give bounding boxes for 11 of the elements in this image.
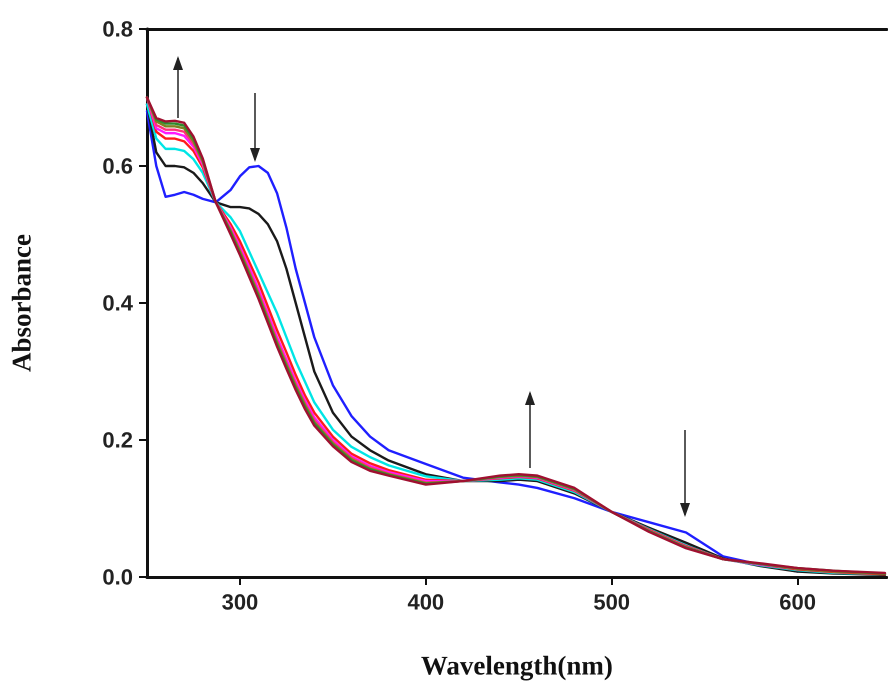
x-axis-title: Wavelength(nm) (420, 650, 613, 680)
x-tick-label: 400 (407, 590, 444, 614)
y-axis-title: Absorbance (6, 234, 36, 372)
y-tick-label: 0.4 (102, 290, 134, 316)
y-tick-label: 0.0 (102, 564, 133, 590)
x-tick-label: 500 (593, 590, 630, 614)
x-tick-label: 300 (222, 590, 258, 614)
y-tick-label: 0.8 (102, 16, 133, 42)
x-tick-label: 600 (779, 590, 816, 614)
y-tick-label: 0.2 (102, 428, 133, 452)
y-tick-label: 0.6 (102, 154, 133, 178)
